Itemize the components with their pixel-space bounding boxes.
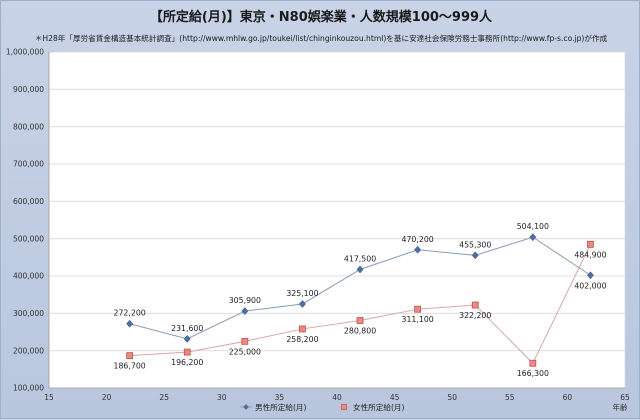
x-tick-label: 25: [159, 393, 169, 402]
data-point-female: [529, 359, 537, 367]
y-tick-label: 900,000: [13, 85, 44, 94]
data-point-female: [471, 301, 479, 309]
data-labels: 272,200 231,600 305,900 325,100 417,500 470,2…: [114, 222, 607, 378]
data-label: 470,200: [402, 235, 434, 244]
legend-marker-female: [341, 404, 347, 410]
data-point-male: [183, 334, 191, 343]
x-tick-label: 15: [44, 393, 54, 402]
legend-entry: 女性所定給(月): [353, 402, 405, 412]
y-tick-label: 100,000: [13, 384, 44, 393]
data-label: 455,300: [459, 240, 491, 249]
data-label: 196,200: [171, 358, 203, 367]
data-label: 325,100: [286, 289, 318, 298]
y-tick-label: 300,000: [13, 309, 44, 318]
axes: 100,000 200,000 300,000 400,000 500,000 600,0…: [6, 48, 630, 402]
plot-area: [48, 51, 626, 389]
data-label: 504,100: [517, 222, 549, 231]
x-tick-label: 65: [620, 393, 630, 402]
data-label: 305,900: [229, 296, 261, 305]
x-tick-label: 30: [217, 393, 227, 402]
chart-title: 【所定給(月)】東京・N80娯楽業・人数規模100～999人: [150, 9, 493, 25]
data-label: 311,100: [402, 315, 434, 324]
y-tick-label: 1,000,000: [6, 48, 44, 57]
x-tick-label: 55: [505, 393, 515, 402]
data-label: 272,200: [114, 309, 146, 318]
data-point-male: [241, 307, 249, 316]
data-point-male: [126, 319, 134, 328]
y-tick-label: 400,000: [13, 272, 44, 281]
x-tick-label: 40: [332, 393, 342, 402]
x-tick-label: 45: [390, 393, 400, 402]
x-tick-label: 35: [275, 393, 285, 402]
data-label: 280,800: [344, 327, 376, 336]
data-label: 402,000: [574, 281, 606, 290]
x-tick-label: 50: [447, 393, 457, 402]
data-label: 186,700: [114, 362, 146, 371]
data-point-female: [414, 305, 422, 313]
y-tick-label: 700,000: [13, 160, 44, 169]
legend-entry: 男性所定給(月): [255, 402, 307, 412]
data-point-female: [299, 325, 306, 333]
data-label: 225,000: [229, 347, 261, 356]
legend: 男性所定給(月) 女性所定給(月): [240, 402, 405, 412]
data-point-female: [126, 352, 134, 360]
data-point-male: [356, 265, 364, 274]
data-point-male: [471, 251, 479, 260]
data-label: 258,200: [286, 335, 318, 344]
data-label: 484,900: [574, 250, 606, 259]
data-point-female: [183, 348, 191, 356]
data-label: 322,200: [459, 311, 491, 320]
chart-subtitle: ＊H28年「厚労省賃金構造基本統計調査」(http://www.mhlw.go.…: [35, 33, 608, 43]
data-point-male: [586, 271, 594, 280]
gridlines: [49, 51, 625, 352]
data-point-male: [529, 233, 537, 242]
data-label: 231,600: [171, 324, 203, 333]
data-point-male: [298, 299, 306, 308]
x-axis-label: 年齢: [613, 402, 628, 412]
x-tick-label: 60: [563, 393, 573, 402]
legend-marker-male: [243, 404, 249, 410]
y-tick-label: 200,000: [13, 346, 44, 355]
data-point-female: [587, 240, 594, 248]
data-point-female: [356, 317, 364, 324]
data-label: 166,300: [517, 369, 549, 378]
y-tick-label: 600,000: [13, 197, 44, 206]
series: [126, 233, 594, 367]
data-point-female: [241, 337, 249, 345]
data-label: 417,500: [344, 254, 376, 263]
y-tick-label: 500,000: [13, 234, 44, 243]
data-point-male: [414, 245, 422, 254]
y-tick-label: 800,000: [13, 122, 44, 131]
x-tick-label: 20: [102, 393, 112, 402]
